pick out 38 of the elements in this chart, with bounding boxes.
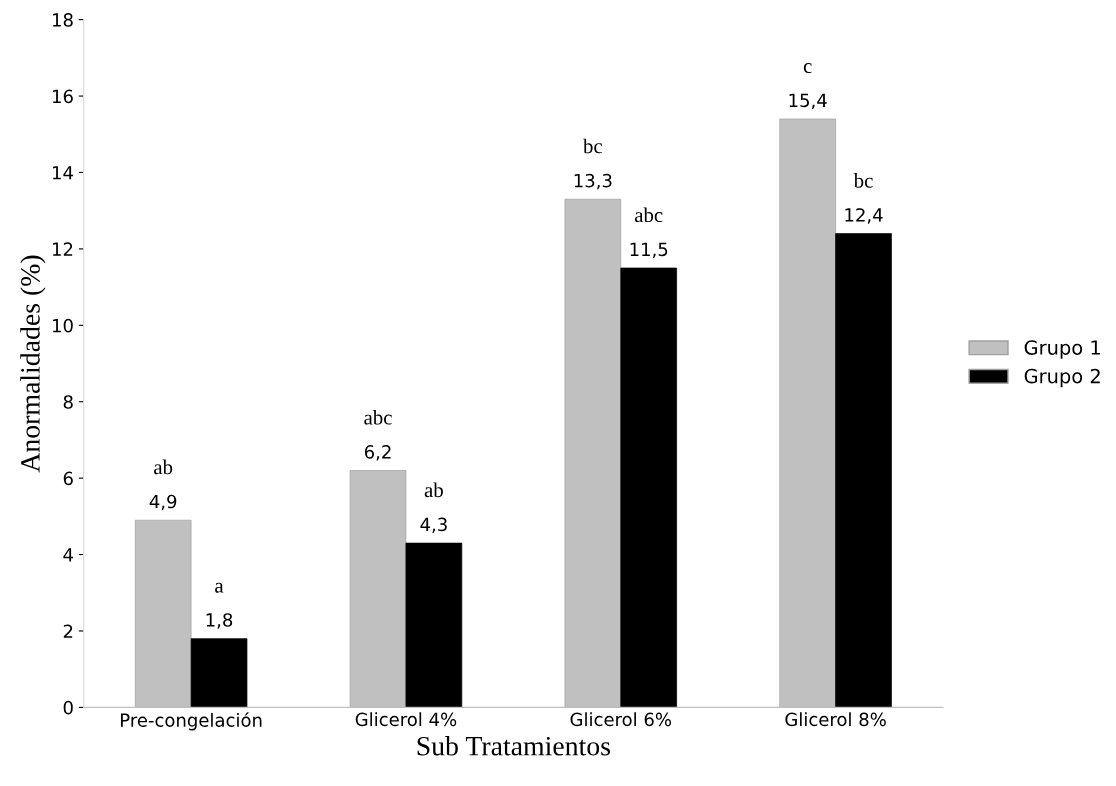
data-label: 4,3 [420, 517, 447, 534]
legend-label: Grupo 1 [1024, 340, 1100, 359]
data-label: 12,4 [845, 208, 883, 224]
y-axis-title: Anormalidades (%) [20, 255, 46, 473]
data-label: 6,2 [364, 445, 391, 461]
y-tick-label: 4 [63, 548, 73, 562]
annotation: c [803, 63, 812, 74]
y-tick-label: 2 [63, 624, 73, 638]
x-tick-label: Pre-congelación [121, 712, 262, 731]
annotation: ab [424, 482, 443, 498]
x-tick-label: Glicerol 8% [785, 712, 886, 727]
annotation: bc [853, 173, 873, 188]
legend-label: Grupo 2 [1024, 368, 1100, 388]
annotation: abc [634, 207, 663, 223]
annotation: ab [154, 459, 173, 475]
y-tick-label: 8 [63, 395, 73, 409]
bar [620, 267, 677, 708]
x-tick-label: Glicerol 6% [570, 712, 672, 727]
y-tick-label: 12 [52, 242, 73, 256]
y-tick-label: 16 [52, 89, 73, 104]
y-tick-label: 18 [52, 13, 73, 27]
y-tick-label: 14 [52, 166, 73, 180]
data-label: 4,9 [149, 494, 177, 511]
y-tick-label: 6 [63, 471, 73, 486]
data-label: 1,8 [206, 613, 233, 629]
bar [190, 638, 248, 708]
y-tick-label: 10 [52, 318, 73, 333]
bar [405, 542, 463, 708]
y-tick-label: 0 [63, 700, 73, 715]
data-label: 15,4 [789, 93, 827, 109]
annotation: abc [364, 409, 392, 425]
x-tick-label: Glicerol 4% [355, 712, 457, 727]
bar [835, 233, 892, 708]
x-axis-title: Sub Tratamientos [417, 736, 610, 756]
data-label: 13,3 [574, 173, 612, 190]
data-label: 11,5 [630, 242, 668, 259]
annotation: bc [583, 138, 603, 154]
annotation: a [215, 582, 224, 593]
